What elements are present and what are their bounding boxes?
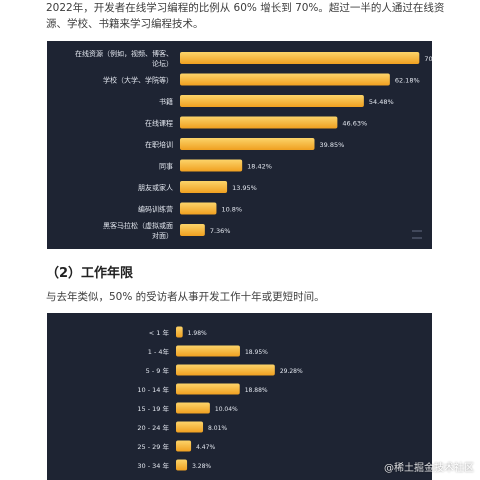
work-years-chart: < 1 年 1.98% 1 - 4年 18.95% 5 - 9 年 29.28% 10 - … [47, 313, 432, 480]
category-label: 10 - 14 年 [137, 385, 169, 394]
value-label: 7.36% [210, 227, 231, 235]
bar [180, 116, 338, 129]
value-label: 13.95% [232, 184, 257, 192]
category-label: 同事 [159, 162, 173, 171]
bar [176, 345, 240, 357]
category-label: 15 - 19 年 [137, 404, 169, 413]
value-label: 10.04% [215, 406, 238, 413]
learning-sources-chart: 在线资源（例如，视频、博客、论坛） 70.91% 学校（大学、学院等） 62.18% 书… [47, 41, 432, 249]
category-label: 1 - 4年 [148, 347, 170, 356]
value-label: 18.42% [247, 163, 272, 171]
value-label: 54.48% [369, 98, 394, 106]
category-label: 在职培训 [145, 140, 173, 149]
bar [180, 202, 217, 215]
value-label: 46.63% [342, 120, 367, 128]
bar [180, 73, 390, 86]
value-label: 8.01% [208, 425, 227, 432]
category-label: 书籍 [159, 97, 173, 106]
section-description: 与去年类似，50% 的受访者从事开发工作十年或更短时间。 [46, 291, 325, 303]
bar [176, 440, 192, 452]
bar [180, 95, 364, 107]
category-label: 学校（大学、学院等） [103, 76, 173, 85]
category-label: 25 - 29 年 [137, 442, 169, 451]
category-label: 20 - 24 年 [137, 423, 169, 432]
category-label: 在线课程 [145, 119, 173, 128]
value-label: 39.85% [319, 141, 344, 149]
value-label: 29.28% [280, 368, 303, 375]
value-label: 18.95% [245, 349, 268, 356]
category-label: 30 - 34 年 [137, 461, 169, 470]
bar [176, 326, 183, 338]
bar [180, 181, 228, 193]
category-label: 黑客马拉松（虚拟或面对面） [103, 221, 173, 240]
value-label: 3.28% [192, 463, 211, 470]
category-label: 5 - 9 年 [146, 366, 170, 375]
intro-paragraph: 2022年，开发者在线学习编程的比例从 60% 增长到 70%。超过一半的人通过… [46, 2, 445, 30]
category-label: 编码训练营 [138, 205, 173, 214]
bar [180, 224, 205, 236]
category-label: < 1 年 [149, 328, 170, 337]
watermark-text: @稀土掘金技术社区 [384, 463, 474, 474]
value-label: 70.91% [424, 55, 432, 63]
category-label: 在线资源（例如，视频、博客、论坛） [75, 49, 173, 68]
category-label: 朋友或家人 [138, 183, 173, 192]
value-label: 18.88% [245, 387, 268, 394]
learning-sources-chart-svg: 在线资源（例如，视频、博客、论坛） 70.91% 学校（大学、学院等） 62.18% 书… [75, 49, 432, 240]
section-heading: （2）工作年限 [46, 266, 134, 281]
value-label: 10.8% [221, 206, 242, 214]
bar [176, 421, 204, 433]
bar [180, 159, 243, 172]
expand-icon [412, 230, 422, 239]
bar [176, 364, 275, 376]
bar [176, 459, 188, 471]
value-label: 62.18% [395, 77, 420, 85]
bar [176, 383, 240, 395]
work-years-chart-svg: < 1 年 1.98% 1 - 4年 18.95% 5 - 9 年 29.28% 10 - … [137, 326, 303, 471]
bar [176, 402, 210, 414]
value-label: 4.47% [196, 444, 215, 451]
bar [180, 52, 420, 64]
value-label: 1.98% [188, 330, 207, 337]
bar [180, 138, 315, 150]
